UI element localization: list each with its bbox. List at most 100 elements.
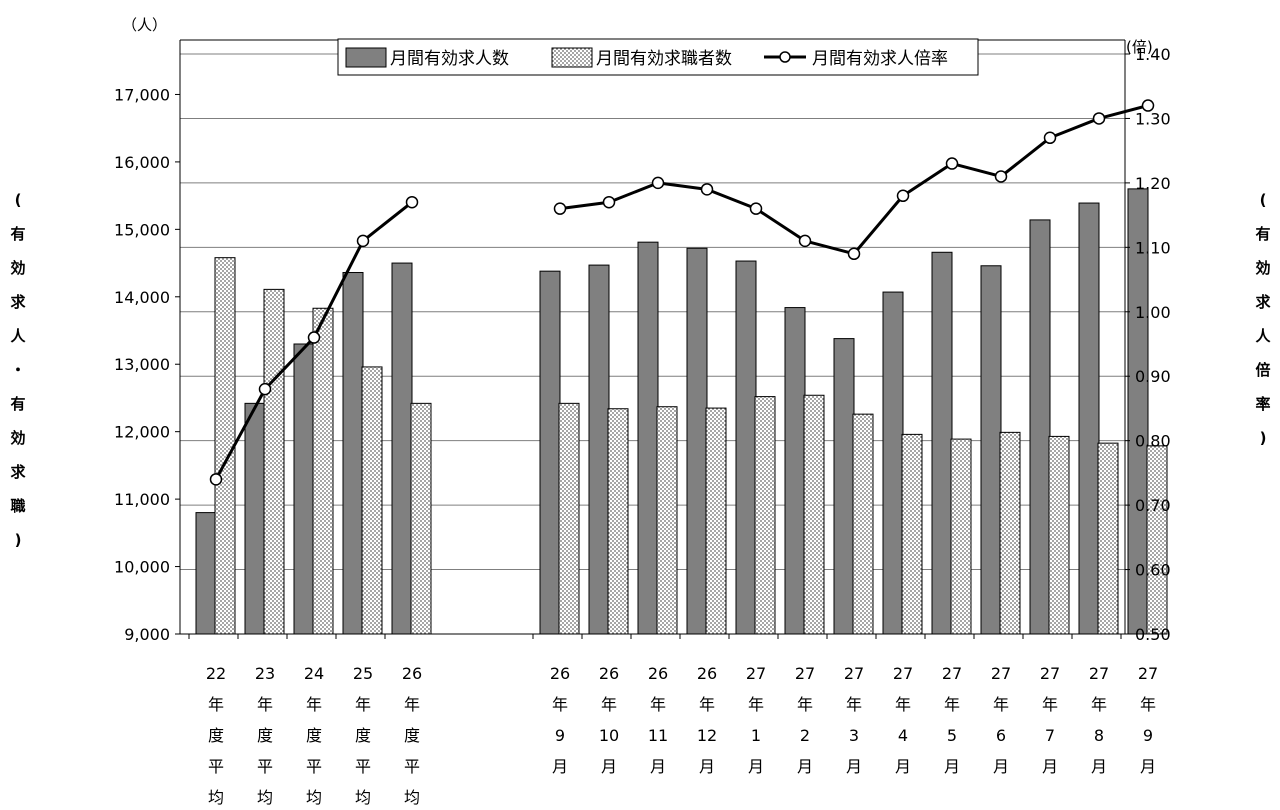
category-label-fy23-line-0: 23: [255, 664, 275, 683]
left-axis-title-char-7: 効: [10, 429, 25, 447]
category-label-2015-08-line-2: 8: [1094, 726, 1104, 745]
category-label-fy26-line-3: 平: [404, 757, 420, 776]
ratio-point-2015-01: [749, 202, 763, 215]
bar-job-seekers-fy22: [214, 257, 236, 635]
category-label-2015-04-line-0: 27: [893, 664, 913, 683]
category-label-2015-06-line-0: 27: [991, 664, 1011, 683]
bar-job-seekers-2014-12: [705, 407, 727, 635]
bar-job-seekers-2014-11: [656, 406, 678, 635]
bar-job-seekers-2015-05: [950, 438, 972, 635]
left-tick-label-1: 10,000: [114, 558, 170, 577]
bar-job-offers-2015-07: [1029, 219, 1051, 635]
bar-job-offers-2014-10: [588, 264, 610, 635]
category-label-2014-09-line-2: 9: [555, 726, 565, 745]
left-unit-label: （人）: [122, 16, 167, 34]
category-label-2015-04-line-1: 年: [895, 695, 911, 714]
category-labels: 22年度平均23年度平均24年度平均25年度平均26年度平均26年9月26年10…: [206, 664, 1158, 807]
bar-job-seekers-2015-03: [852, 413, 874, 635]
category-label-fy24-line-3: 平: [306, 757, 322, 776]
bar-job-seekers-2015-02: [803, 394, 825, 635]
legend-box: [337, 38, 979, 76]
bar-job-offers-2015-04: [882, 291, 904, 635]
bar-job-offers-2014-09: [539, 270, 561, 635]
bar-job-offers-fy26: [391, 262, 413, 635]
bar-job-seekers-2015-09: [1146, 445, 1168, 635]
category-label-2014-11-line-0: 26: [648, 664, 668, 683]
left-axis-title-char-3: 求: [10, 293, 26, 311]
category-label-2015-01-line-2: 1: [751, 726, 761, 745]
category-label-2014-12-line-0: 26: [697, 664, 717, 683]
category-label-2015-09-line-2: 9: [1143, 726, 1153, 745]
bar-job-seekers-2015-08: [1097, 442, 1119, 635]
category-label-2014-11-line-1: 年: [650, 695, 666, 714]
right-tick-label-8: 1.30: [1135, 109, 1171, 128]
category-label-2015-04-line-3: 月: [895, 757, 911, 776]
ratio-point-2014-10: [602, 195, 616, 209]
right-tick-label-2: 0.70: [1135, 496, 1171, 515]
legend-label-job-seekers: 月間有効求職者数: [596, 49, 732, 69]
ratio-point-2014-12: [700, 183, 714, 196]
category-label-fy24-line-0: 24: [304, 664, 324, 683]
bar-job-seekers-2015-04: [901, 433, 923, 635]
left-axis-title-char-9: 職: [10, 497, 25, 515]
left-axis-title-char-4: 人: [10, 327, 26, 345]
category-label-fy23-line-2: 度: [257, 726, 273, 745]
category-label-2015-02-line-3: 月: [797, 757, 813, 776]
left-tick-label-2: 11,000: [114, 490, 170, 509]
category-label-2014-12-line-3: 月: [699, 757, 715, 776]
bar-job-offers-2015-02: [784, 307, 806, 635]
category-label-fy22-line-2: 度: [208, 726, 224, 745]
bar-job-seekers-fy24: [312, 307, 334, 635]
category-label-fy25-line-2: 度: [355, 726, 371, 745]
ratio-point-fy24: [307, 331, 321, 344]
category-label-fy26-line-0: 26: [402, 664, 422, 683]
category-label-2015-06-line-2: 6: [996, 726, 1006, 745]
right-tick-label-3: 0.80: [1135, 432, 1171, 451]
category-label-2015-07-line-3: 月: [1042, 757, 1058, 776]
bar-job-offers-fy24: [293, 343, 315, 635]
category-label-fy25-line-4: 均: [355, 788, 371, 807]
ratio-point-2015-02: [798, 234, 812, 248]
category-label-2014-09-line-0: 26: [550, 664, 570, 683]
category-label-2014-10-line-3: 月: [601, 757, 617, 776]
bar-job-offers-2015-08: [1078, 202, 1100, 635]
category-label-2014-12-line-1: 年: [699, 695, 715, 714]
bar-job-offers-2015-03: [833, 338, 855, 635]
category-label-2015-09-line-3: 月: [1140, 757, 1156, 776]
category-label-fy25-line-3: 平: [355, 757, 371, 776]
category-label-2015-04-line-2: 4: [898, 726, 908, 745]
category-label-2015-05-line-3: 月: [944, 757, 960, 776]
category-label-2014-10-line-0: 26: [599, 664, 619, 683]
category-label-fy22-line-0: 22: [206, 664, 226, 683]
category-label-2015-07-line-0: 27: [1040, 664, 1060, 683]
category-label-2015-06-line-3: 月: [993, 757, 1009, 776]
right-axis-title-char-7: ): [1260, 429, 1267, 447]
category-label-2015-02-line-0: 27: [795, 664, 815, 683]
left-axis-title-char-8: 求: [10, 463, 26, 481]
bar-job-seekers-2015-07: [1048, 435, 1070, 635]
bar-job-offers-2014-12: [686, 247, 708, 635]
left-axis-title-char-10: ): [15, 531, 22, 549]
ratio-point-2015-08: [1092, 112, 1106, 125]
ratio-line-segment-monthly: [559, 104, 1149, 256]
category-label-2014-12-line-2: 12: [697, 726, 717, 745]
right-tick-label-9: 1.40: [1135, 45, 1171, 64]
right-axis-title-char-1: 有: [1255, 225, 1270, 243]
bar-job-seekers-2015-06: [999, 431, 1021, 635]
left-tick-label-7: 16,000: [114, 153, 170, 172]
legend-label-ratio: 月間有効求人倍率: [812, 49, 948, 69]
right-axis-title-char-0: (: [1260, 191, 1267, 209]
bar-job-offers-2015-09: [1127, 188, 1149, 635]
category-label-2015-03-line-1: 年: [846, 695, 862, 714]
bar-job-seekers-fy25: [361, 366, 383, 635]
axis-titles: （人） (倍) (有効求人・有効求職)(有効求人倍率): [10, 16, 1271, 549]
category-label-2014-09-line-1: 年: [552, 695, 568, 714]
left-axis-title-char-6: 有: [10, 395, 25, 413]
category-label-2015-02-line-2: 2: [800, 726, 810, 745]
right-axis-title-char-2: 効: [1255, 259, 1270, 277]
category-label-fy24-line-4: 均: [306, 788, 322, 807]
category-label-2015-09-line-1: 年: [1140, 695, 1156, 714]
category-label-fy23-line-3: 平: [257, 757, 273, 776]
